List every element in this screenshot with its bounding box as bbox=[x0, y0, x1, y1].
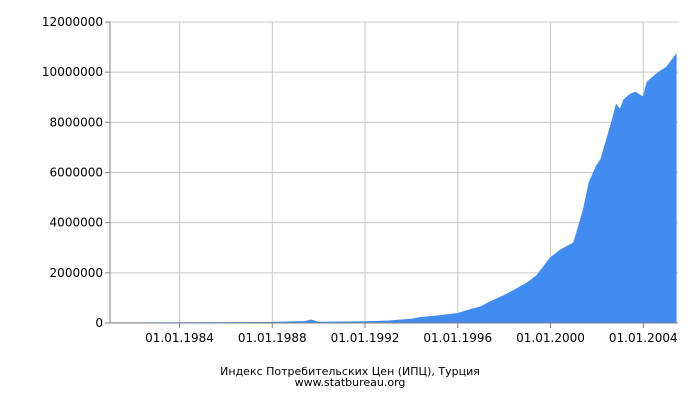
source-url: www.statbureau.org bbox=[295, 376, 406, 389]
y-tick-label: 10000000 bbox=[42, 65, 103, 79]
y-tick-label: 2000000 bbox=[50, 266, 103, 280]
y-tick-label: 8000000 bbox=[50, 115, 103, 129]
y-tick-label: 6000000 bbox=[50, 166, 103, 180]
series-area bbox=[109, 53, 677, 324]
x-tick-label: 01.01.1984 bbox=[145, 331, 214, 345]
y-tick-label: 0 bbox=[95, 316, 103, 330]
x-tick-label: 01.01.2000 bbox=[516, 331, 585, 345]
x-axis-ticks: 01.01.1984 01.01.1988 01.01.1992 01.01.1996… bbox=[145, 323, 678, 345]
y-tick-label: 4000000 bbox=[50, 216, 103, 230]
x-tick-label: 01.01.2004 bbox=[609, 331, 678, 345]
chart-title: Индекс Потребительских Цен (ИПЦ), Турция bbox=[220, 365, 480, 378]
y-tick-label: 12000000 bbox=[42, 15, 103, 29]
area-series-0 bbox=[109, 53, 677, 324]
y-axis-ticks: 0 2000000 4000000 6000000 8000000 10000000 120… bbox=[42, 15, 110, 330]
x-tick-label: 01.01.1996 bbox=[423, 331, 492, 345]
x-tick-label: 01.01.1992 bbox=[331, 331, 400, 345]
x-tick-label: 01.01.1988 bbox=[238, 331, 307, 345]
